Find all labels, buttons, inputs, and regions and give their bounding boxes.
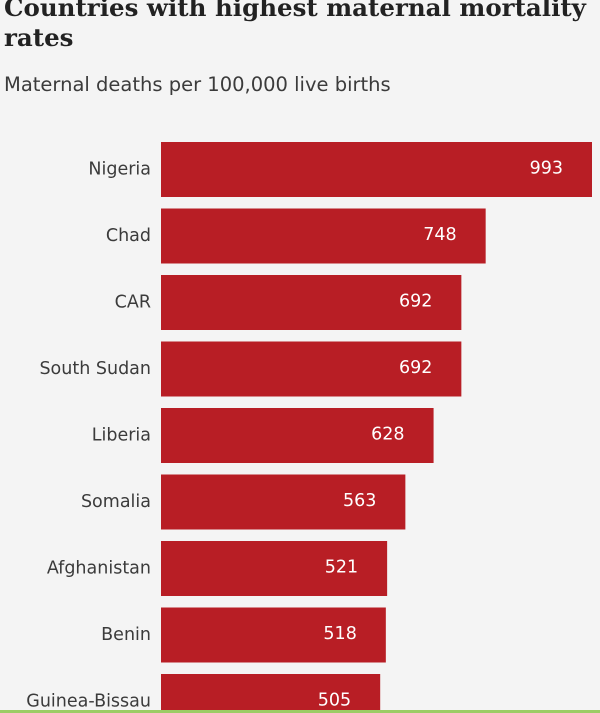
category-label: South Sudan bbox=[39, 359, 151, 379]
bar bbox=[161, 208, 486, 264]
bottom-rule bbox=[0, 710, 600, 713]
category-label: CAR bbox=[115, 293, 151, 313]
category-label: Afghanistan bbox=[47, 559, 151, 579]
category-label: Somalia bbox=[81, 492, 151, 512]
bar bbox=[161, 474, 406, 530]
bar bbox=[161, 607, 386, 663]
bar bbox=[161, 408, 434, 463]
category-label: Guinea-Bissau bbox=[26, 692, 151, 712]
value-label: 563 bbox=[343, 491, 376, 511]
value-label: 692 bbox=[399, 358, 432, 378]
value-label: 521 bbox=[325, 558, 358, 578]
value-label: 993 bbox=[530, 159, 563, 179]
bar bbox=[161, 674, 381, 713]
chart-subtitle: Maternal deaths per 100,000 live births bbox=[4, 73, 391, 96]
category-label: Benin bbox=[101, 625, 151, 645]
bar bbox=[161, 142, 592, 197]
bar bbox=[161, 341, 462, 397]
category-label: Liberia bbox=[92, 426, 151, 446]
chart-title: Countries with highest maternal mortalit… bbox=[4, 0, 586, 52]
category-label: Chad bbox=[106, 226, 151, 246]
value-label: 518 bbox=[323, 624, 356, 644]
bar bbox=[161, 541, 388, 596]
value-label: 748 bbox=[423, 225, 456, 245]
bar bbox=[161, 275, 462, 330]
category-label: Nigeria bbox=[88, 160, 151, 180]
value-label: 692 bbox=[399, 292, 432, 312]
value-label: 628 bbox=[371, 425, 404, 445]
value-label: 505 bbox=[318, 691, 351, 711]
